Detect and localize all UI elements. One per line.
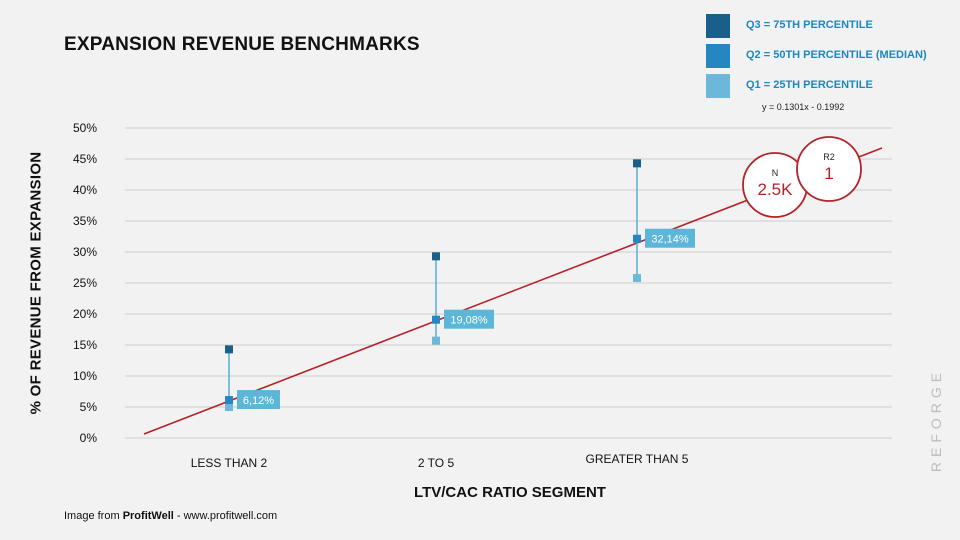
x-axis-label: LTV/CAC RATIO SEGMENT — [414, 484, 606, 501]
y-tick-label: 15% — [73, 338, 97, 352]
q3-point — [225, 345, 233, 354]
q2-point — [633, 234, 641, 243]
y-tick-label: 45% — [73, 152, 97, 166]
chart-title: EXPANSION REVENUE BENCHMARKS — [64, 34, 420, 55]
y-tick-label: 20% — [73, 307, 97, 321]
legend-item-q3: Q3 = 75TH PERCENTILE — [706, 14, 946, 38]
y-tick-label: 50% — [73, 121, 97, 135]
stat-label-n: N — [772, 168, 779, 178]
q1-point — [225, 403, 233, 411]
x-tick-label: GREATER THAN 5 — [586, 452, 689, 466]
median-label: 19,08% — [450, 315, 488, 327]
y-tick-label: 35% — [73, 214, 97, 228]
source-name: ProfitWell — [122, 510, 174, 522]
source-credit: Image from ProfitWell - www.profitwell.c… — [64, 510, 277, 522]
y-axis-label: % OF REVENUE FROM EXPANSION — [27, 151, 45, 415]
x-tick-label: 2 TO 5 — [418, 456, 455, 470]
q3-point — [633, 159, 641, 168]
brand-watermark: REFORGE — [928, 367, 944, 473]
legend-label-q1: Q1 = 25TH PERCENTILE — [746, 79, 873, 91]
stat-circle-r2 — [796, 136, 862, 202]
median-label-box — [444, 309, 494, 329]
legend-item-q1: Q1 = 25TH PERCENTILE — [706, 74, 946, 98]
median-label: 32,14% — [651, 234, 689, 246]
y-tick-label: 0% — [80, 431, 98, 445]
legend-label-q3: Q3 = 75TH PERCENTILE — [746, 19, 873, 31]
x-tick-label: LESS THAN 2 — [191, 456, 268, 470]
median-label-box — [645, 228, 695, 248]
median-label: 6,12% — [243, 395, 274, 407]
source-suffix: - www.profitwell.com — [173, 510, 278, 522]
q1-point — [432, 336, 440, 345]
median-label-box — [237, 390, 280, 410]
stat-value-n: 2.5K — [758, 180, 794, 199]
q2-point — [432, 315, 440, 324]
y-tick-label: 10% — [73, 369, 97, 383]
legend-label-q2: Q2 = 50TH PERCENTILE (MEDIAN) — [746, 49, 927, 61]
stat-label-r2: R2 — [823, 152, 835, 162]
legend-item-q2: Q2 = 50TH PERCENTILE (MEDIAN) — [706, 44, 946, 68]
q3-point — [432, 252, 440, 261]
legend-swatch-q3 — [706, 14, 730, 38]
y-tick-label: 30% — [73, 245, 97, 259]
q2-point — [225, 396, 233, 405]
q1-point — [633, 274, 641, 283]
stat-value-r2: 1 — [824, 164, 833, 183]
legend-swatch-q1 — [706, 74, 730, 98]
y-tick-label: 25% — [73, 276, 97, 290]
y-tick-label: 5% — [80, 400, 98, 414]
source-prefix: Image from — [64, 510, 123, 522]
trendline-equation: y = 0.1301x - 0.1992 — [762, 102, 845, 112]
y-tick-label: 40% — [73, 183, 97, 197]
legend-swatch-q2 — [706, 44, 730, 68]
